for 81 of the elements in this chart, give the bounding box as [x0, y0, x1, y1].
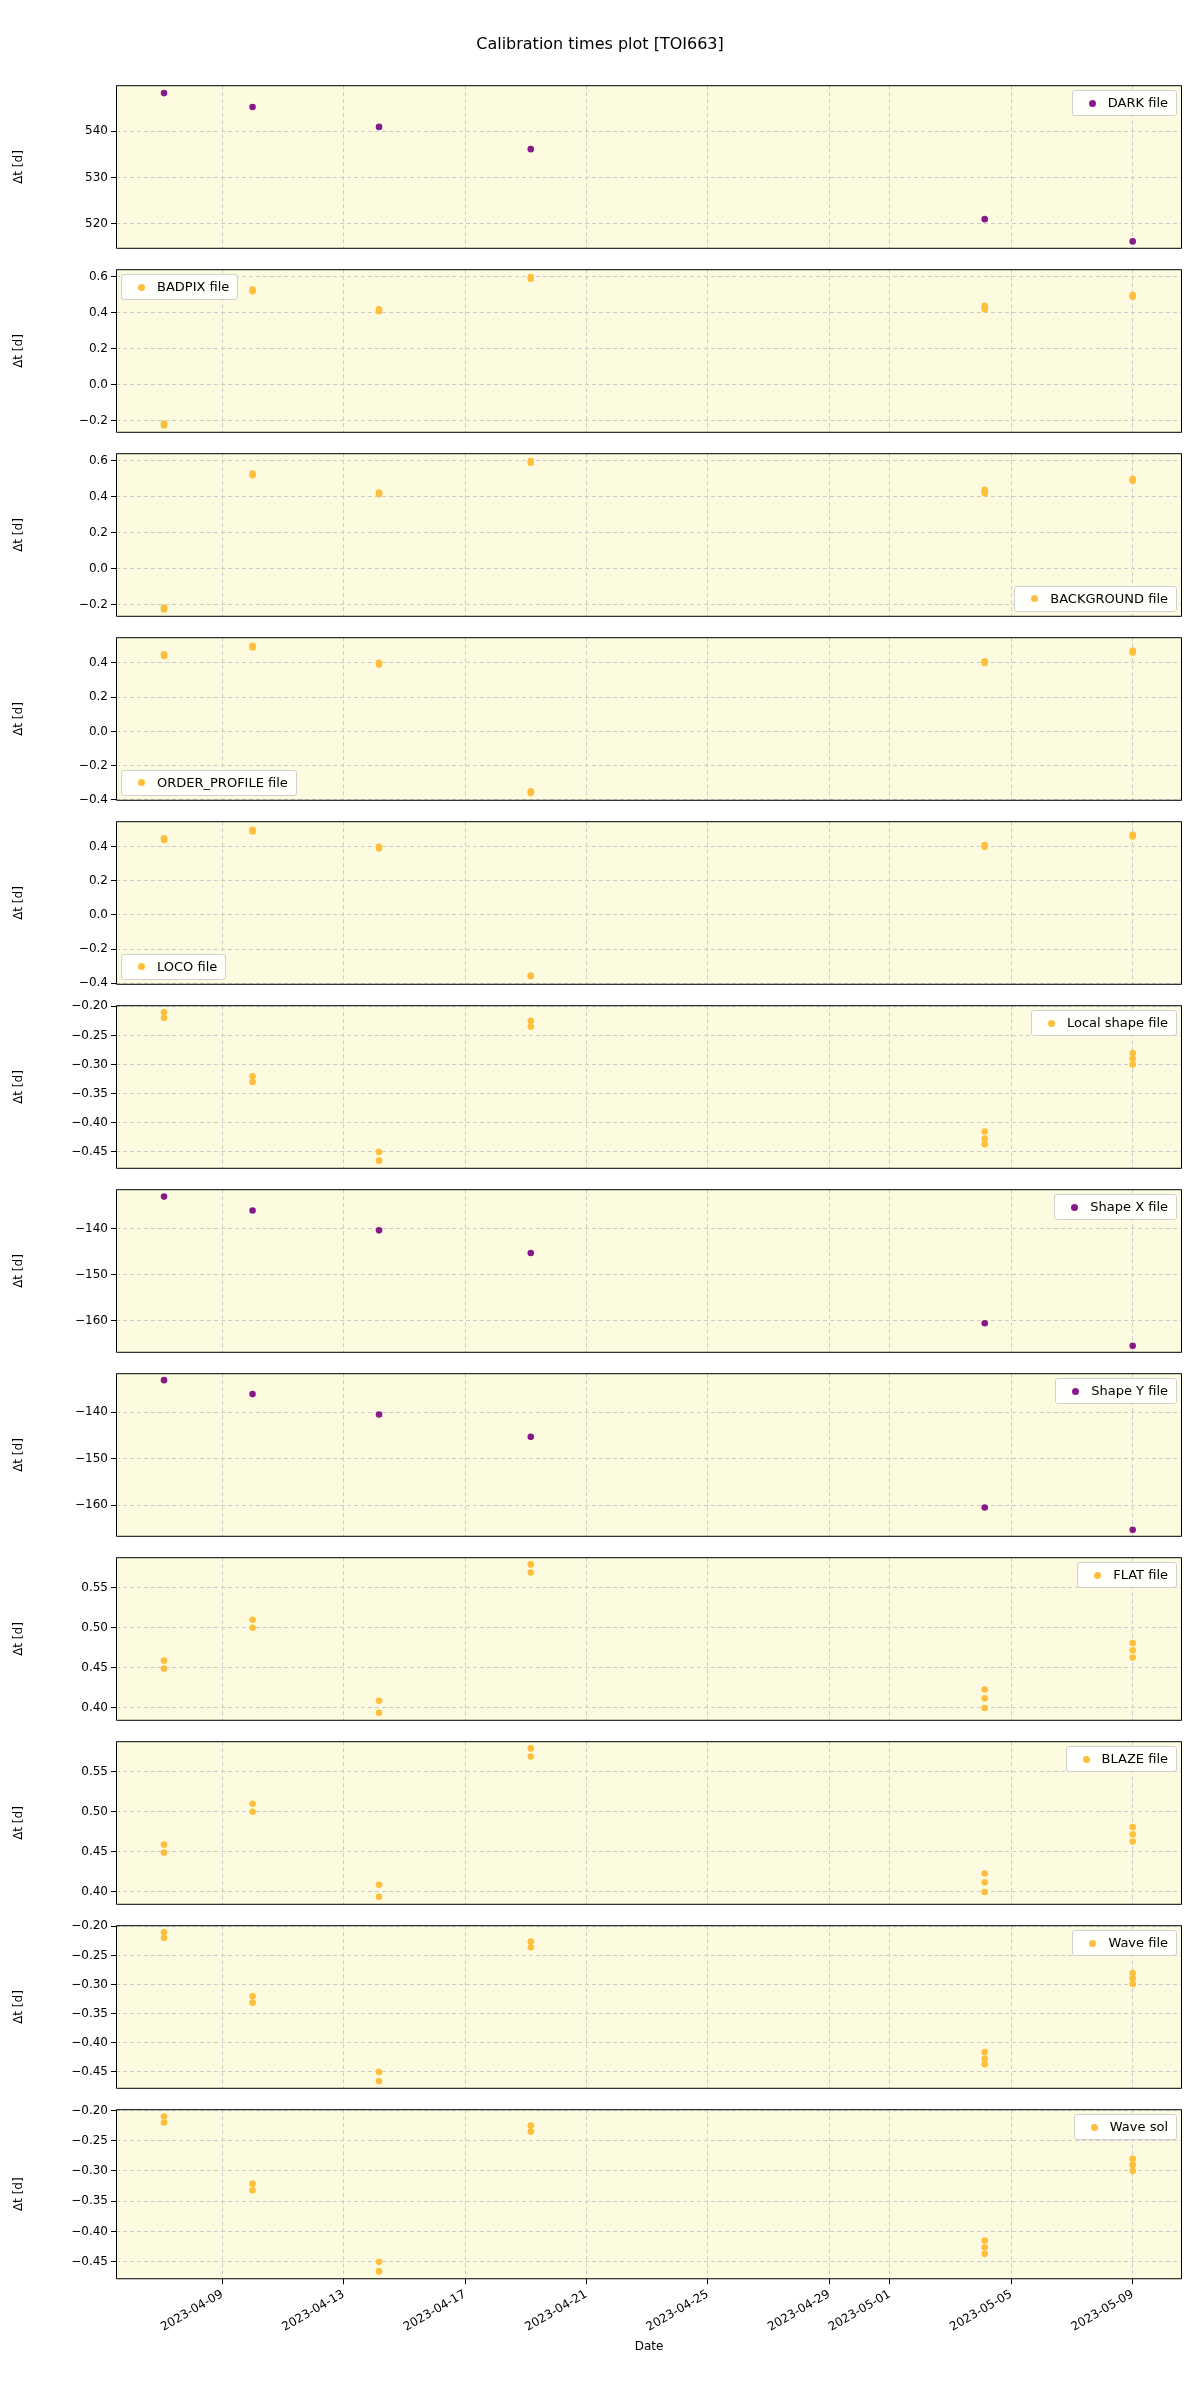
- y-tick-label: −0.35: [71, 2193, 108, 2208]
- y-tick-label: 0.4: [88, 838, 108, 853]
- y-axis-title: Δt [d]: [11, 2177, 26, 2212]
- y-axis-title: Δt [d]: [11, 1806, 26, 1840]
- legend-label: BADPIX file: [157, 278, 230, 297]
- y-tick-label: 0.6: [88, 453, 108, 468]
- y-tick-label: 0.0: [88, 561, 108, 576]
- y-tick-label: −0.2: [78, 597, 108, 612]
- y-tick-label: −150: [75, 1450, 108, 1465]
- legend-label: BACKGROUND file: [1050, 589, 1168, 608]
- legend-label: LOCO file: [157, 957, 218, 976]
- legend-label: Shape Y file: [1091, 1382, 1168, 1401]
- y-tick-label: −0.2: [78, 941, 108, 956]
- legend-label: Shape X file: [1090, 1198, 1168, 1217]
- y-tick-label: 0.45: [81, 1844, 108, 1858]
- y-tick-label: 0.50: [81, 1803, 108, 1818]
- y-tick-label: −0.2: [78, 413, 108, 428]
- y-tick-label: −0.25: [71, 1947, 108, 1962]
- y-tick-label: −0.2: [78, 757, 108, 772]
- chart-title: Calibration times plot [TOI663]: [475, 33, 725, 55]
- y-tick-label: −0.25: [71, 2132, 108, 2147]
- legend-label: DARK file: [1107, 94, 1168, 113]
- y-tick-label: −0.40: [71, 1114, 108, 1129]
- y-axis-title: Δt [d]: [11, 334, 26, 368]
- y-tick-label: −0.45: [71, 2064, 108, 2079]
- y-tick-label: −0.30: [71, 1056, 108, 1071]
- y-tick-label: −0.20: [71, 998, 108, 1013]
- y-tick-label: 0.2: [88, 872, 108, 887]
- y-axis-title: Δt [d]: [11, 1990, 26, 2024]
- legend-label: ORDER_PROFILE file: [157, 773, 288, 792]
- x-axis-title: Date: [634, 2338, 664, 2353]
- y-tick-label: −140: [75, 1404, 108, 1419]
- y-tick-label: −0.4: [78, 792, 108, 807]
- y-tick-label: 540: [85, 123, 108, 138]
- y-tick-label: 0.55: [81, 1763, 108, 1778]
- y-tick-label: −0.25: [71, 1027, 108, 1042]
- y-axis-title: Δt [d]: [11, 1622, 26, 1656]
- y-axis-title: Δt [d]: [11, 702, 26, 736]
- y-tick-label: −0.35: [71, 2005, 108, 2020]
- y-tick-label: −160: [75, 1313, 108, 1328]
- y-axis-title: Δt [d]: [11, 150, 26, 184]
- y-tick-label: −0.45: [71, 2253, 108, 2268]
- y-tick-label: 530: [85, 169, 108, 184]
- y-tick-label: −0.4: [78, 975, 108, 990]
- y-axis-title: Δt [d]: [11, 518, 26, 552]
- y-tick-label: −0.45: [71, 1144, 108, 1159]
- y-tick-label: −140: [75, 1220, 108, 1235]
- y-tick-label: 0.55: [81, 1579, 108, 1594]
- y-tick-label: −150: [75, 1266, 108, 1281]
- y-tick-label: 0.6: [88, 269, 108, 284]
- y-tick-label: 0.0: [88, 723, 108, 738]
- y-tick-label: −0.20: [71, 2102, 108, 2117]
- y-axis-title: Δt [d]: [11, 886, 26, 920]
- y-tick-label: −0.20: [71, 1918, 108, 1933]
- y-tick-label: 0.4: [88, 655, 108, 670]
- y-tick-label: 0.2: [88, 341, 108, 356]
- y-axis-title: Δt [d]: [11, 1438, 26, 1472]
- legend-label: BLAZE file: [1101, 1750, 1168, 1769]
- legend-label: Local shape file: [1067, 1014, 1168, 1033]
- y-tick-label: 0.40: [81, 1884, 108, 1899]
- y-tick-label: 0.40: [81, 1700, 108, 1715]
- y-tick-label: −0.35: [71, 1085, 108, 1100]
- y-tick-label: 0.45: [81, 1660, 108, 1674]
- y-tick-label: −0.30: [71, 1976, 108, 1991]
- y-tick-label: −160: [75, 1497, 108, 1512]
- legend-label: Wave sol: [1109, 2118, 1168, 2137]
- y-tick-label: 520: [85, 215, 108, 230]
- legend-label: FLAT file: [1113, 1566, 1168, 1585]
- y-tick-label: −0.40: [71, 2223, 108, 2238]
- y-tick-label: 0.0: [88, 907, 108, 922]
- y-tick-label: 0.2: [88, 689, 108, 704]
- y-tick-label: 0.4: [88, 305, 108, 320]
- y-tick-label: 0.0: [88, 377, 108, 392]
- y-axis-title: Δt [d]: [11, 1070, 26, 1104]
- y-tick-label: 0.2: [88, 525, 108, 540]
- legend-label: Wave file: [1108, 1934, 1168, 1953]
- y-tick-label: 0.50: [81, 1619, 108, 1634]
- y-axis-title: Δt [d]: [11, 1254, 26, 1288]
- y-tick-label: 0.4: [88, 489, 108, 504]
- y-tick-label: −0.40: [71, 2034, 108, 2049]
- y-tick-label: −0.30: [71, 2163, 108, 2178]
